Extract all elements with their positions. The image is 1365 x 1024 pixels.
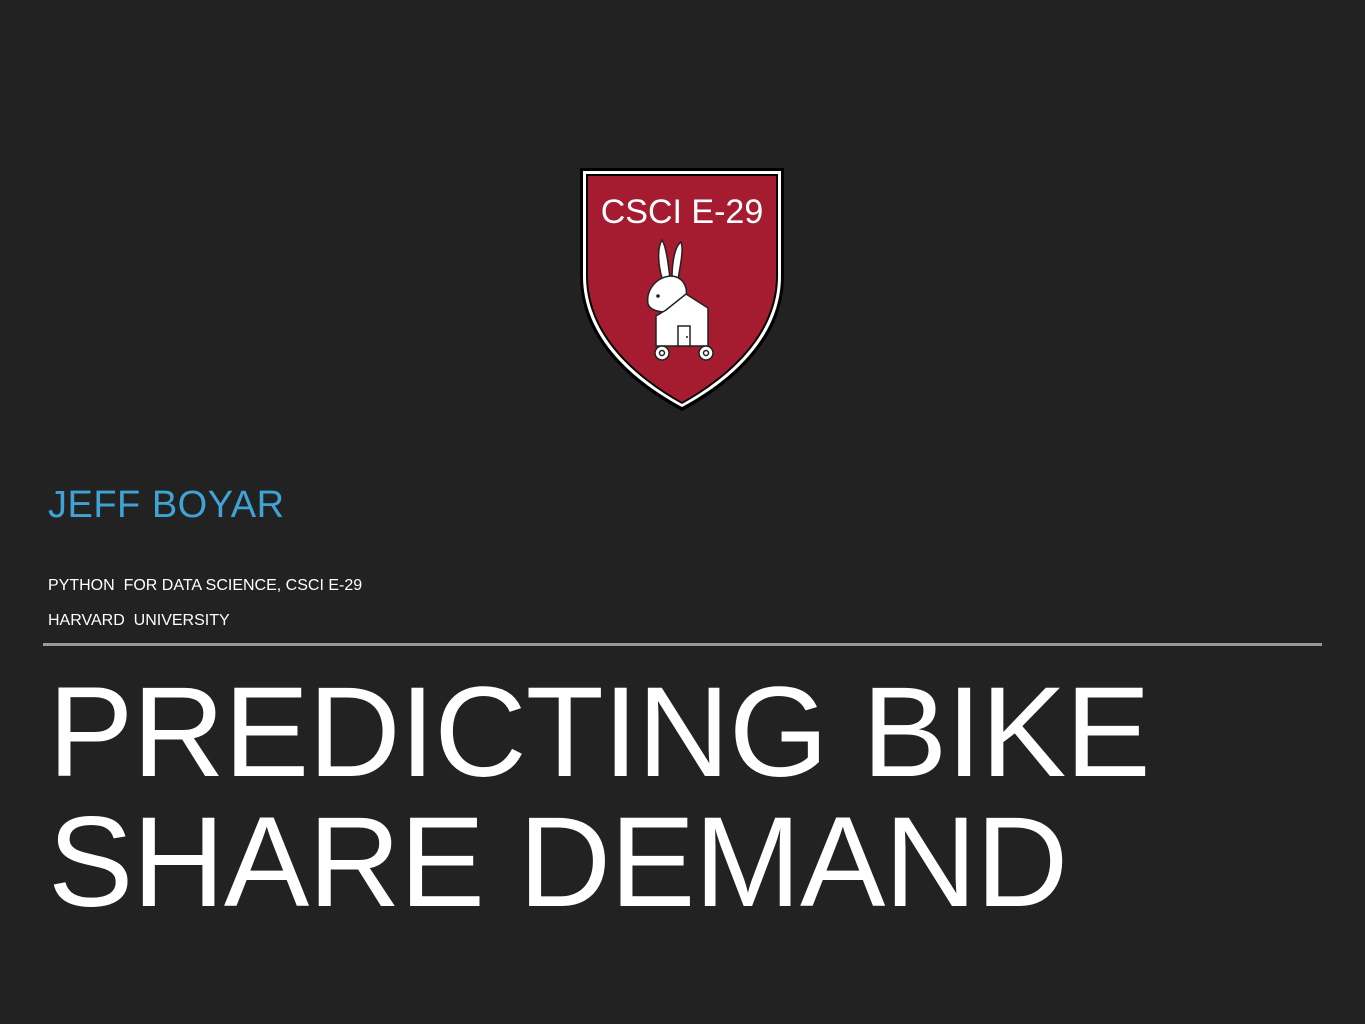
slide-title-line-2: SHARE DEMAND <box>48 791 1068 934</box>
slide-title: PREDICTING BIKE SHARE DEMAND <box>48 668 1348 928</box>
divider-line <box>43 643 1322 646</box>
presenter-name: JEFF BOYAR <box>48 484 285 526</box>
rabbit-house-icon <box>646 238 714 361</box>
slide-title-line-1: PREDICTING BIKE <box>48 661 1151 804</box>
university-name: HARVARD UNIVERSITY <box>48 612 230 629</box>
course-name: PYTHON FOR DATA SCIENCE, CSCI E-29 <box>48 577 363 594</box>
logo-text: CSCI E-29 <box>601 193 764 231</box>
csci-e29-shield-logo: CSCI E-29 <box>580 168 784 411</box>
